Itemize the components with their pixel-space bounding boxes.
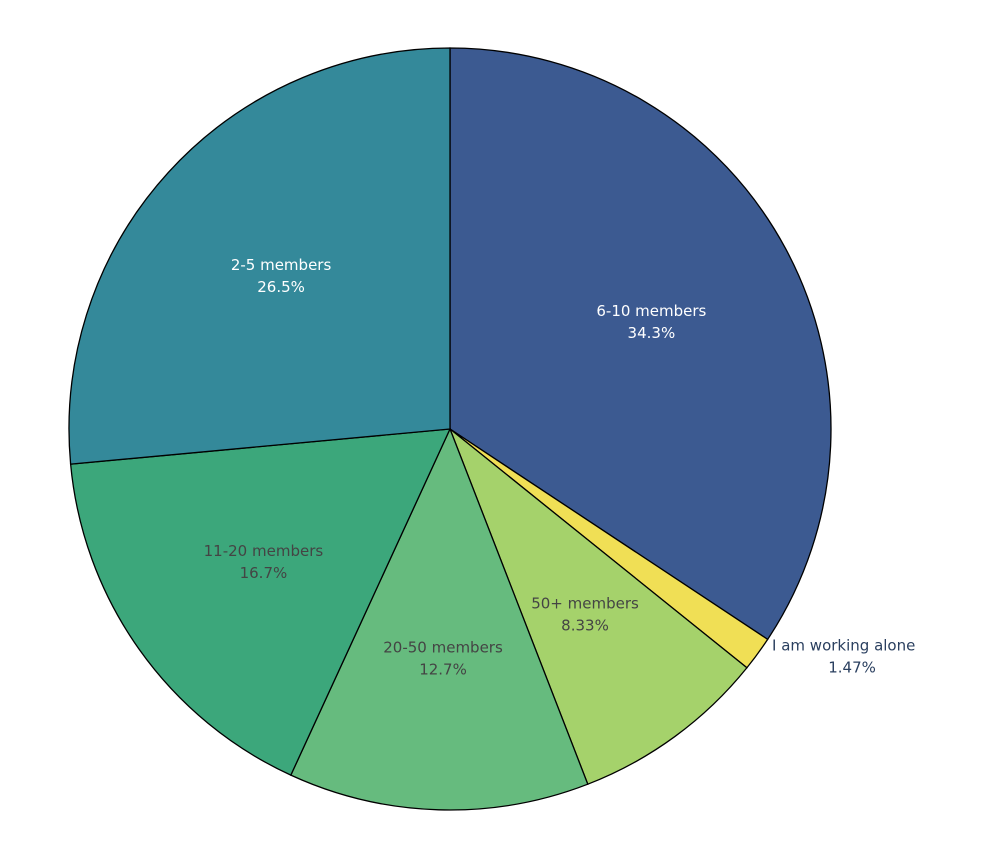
slice-label-percent: 26.5% [257, 278, 305, 296]
slice-label-name: 6-10 members [596, 302, 706, 320]
pie-slice-11-20-members[interactable] [69, 428, 452, 777]
slice-label-i-am-working-alone: I am working alone 1.47% [772, 637, 915, 677]
slice-label-percent: 16.7% [240, 564, 288, 582]
slice-label-name: 20-50 members [383, 638, 503, 656]
slice-label-name: 50+ members [531, 594, 639, 612]
slice-label-name: I am working alone [772, 637, 915, 655]
slice-label-percent: 8.33% [561, 616, 609, 634]
pie-slice-2-5-members[interactable] [68, 47, 451, 465]
slice-label-50-members: 50+ members 8.33% [531, 594, 639, 634]
slice-label-2-5-members: 2-5 members 26.5% [231, 256, 332, 296]
pie-slice-20-50-members[interactable] [289, 427, 589, 811]
slice-label-6-10-members: 6-10 members 34.3% [596, 302, 706, 342]
slice-label-percent: 34.3% [628, 324, 676, 342]
pie-slices [68, 47, 832, 811]
slice-label-name: 2-5 members [231, 256, 332, 274]
slice-label-name: 11-20 members [204, 542, 324, 560]
slice-label-percent: 12.7% [419, 660, 467, 678]
pie-labels: 6-10 members 34.3% I am working alone 1.47%… [204, 256, 916, 679]
slice-label-11-20-members: 11-20 members 16.7% [204, 542, 324, 582]
slice-label-percent: 1.47% [828, 659, 876, 677]
slice-label-20-50-members: 20-50 members 12.7% [383, 638, 503, 678]
pie-slice-50-members[interactable] [448, 426, 748, 786]
